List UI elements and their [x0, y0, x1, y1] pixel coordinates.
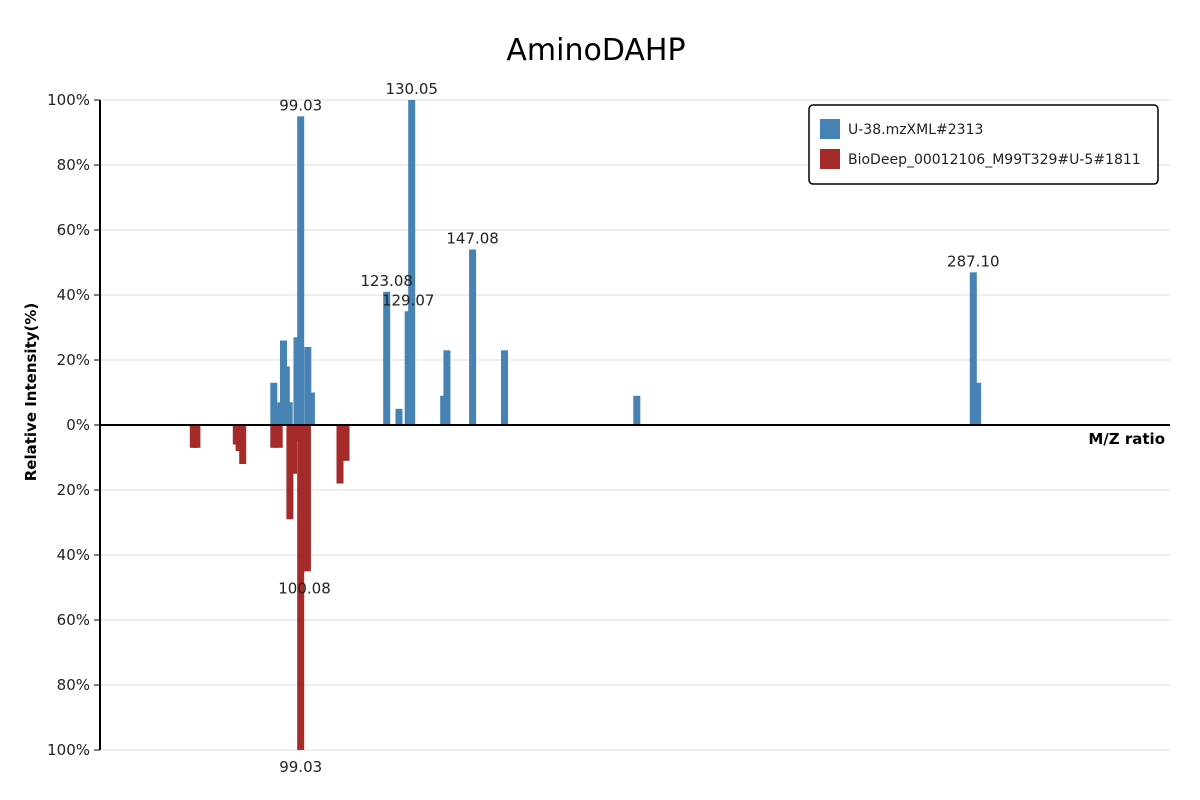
y-tick-label: 60% — [57, 611, 90, 629]
sample-peak-bar — [285, 402, 293, 426]
sample-peak-bar — [297, 116, 305, 426]
sample-peak-bar — [307, 392, 315, 425]
reference-peak-bar — [297, 425, 305, 750]
sample-peak-bar — [383, 291, 391, 426]
sample-peak-bar — [633, 395, 641, 426]
sample-peak-bar — [270, 382, 278, 426]
reference-peak-bar — [189, 425, 197, 448]
grid-lines — [100, 99, 1170, 751]
y-tick-label: 40% — [57, 286, 90, 304]
legend-label-series-2: BioDeep_00012106_M99T329#U-5#1811 — [848, 152, 1141, 168]
peak-label: 99.03 — [279, 96, 322, 114]
y-tick-label: 20% — [57, 481, 90, 499]
legend: U-38.mzXML#2313 BioDeep_00012106_M99T329… — [808, 104, 1159, 185]
reference-peak-bar — [336, 425, 344, 484]
legend-swatch-series-1 — [820, 119, 840, 139]
peak-label: 130.05 — [385, 80, 438, 98]
peak-label: 129.07 — [382, 291, 435, 309]
chart-title: AminoDAHP — [506, 33, 685, 68]
peak-label: 123.08 — [360, 272, 413, 290]
y-ticks: 100% 80% 60% 40% 20% 0% 20% 40% 60% 80% 100% — [47, 91, 100, 759]
reference-peak-bar — [193, 425, 201, 448]
sample-peak-bar — [469, 249, 477, 425]
reference-peak-bar — [235, 425, 243, 451]
sample-peak-bar — [282, 366, 290, 425]
y-tick-label: 20% — [57, 351, 90, 369]
legend-label-series-1: U-38.mzXML#2313 — [848, 122, 983, 138]
reference-peak-bar — [290, 425, 297, 474]
reference-peak-bar — [270, 425, 278, 448]
x-axis-title: M/Z ratio — [1088, 430, 1165, 448]
sample-peak-bar — [273, 405, 281, 425]
sample-peak-bar — [501, 350, 508, 426]
peak-label: 287.10 — [947, 252, 1000, 270]
y-tick-label: 0% — [66, 416, 90, 434]
peak-label: 100.08 — [278, 579, 331, 597]
legend-swatch-series-2 — [820, 149, 840, 169]
reference-peak-bar — [239, 425, 247, 464]
legend-box — [808, 104, 1159, 185]
sample-peak-bar — [293, 337, 301, 426]
bars — [189, 100, 982, 750]
y-tick-label: 60% — [57, 221, 90, 239]
y-tick-label: 80% — [57, 676, 90, 694]
reference-peak-bar — [286, 425, 294, 520]
sample-peak-bar — [304, 347, 312, 425]
sample-peak-bar — [395, 408, 403, 426]
reference-peak-bar — [275, 425, 283, 448]
y-axis-title: Relative Intensity(%) — [22, 303, 40, 482]
y-tick-label: 100% — [47, 91, 90, 109]
y-tick-label: 100% — [47, 741, 90, 759]
peak-label: 147.08 — [446, 230, 499, 248]
sample-peak-bar — [969, 272, 977, 426]
y-tick-label: 40% — [57, 546, 90, 564]
sample-peak-bar — [408, 100, 416, 425]
sample-peak-bar — [974, 382, 982, 426]
reference-peak-bar — [342, 425, 350, 461]
peak-label: 99.03 — [279, 758, 322, 776]
axes — [99, 100, 1170, 750]
y-tick-label: 80% — [57, 156, 90, 174]
reference-peak-bar — [303, 425, 311, 572]
sample-peak-bar — [443, 350, 451, 426]
